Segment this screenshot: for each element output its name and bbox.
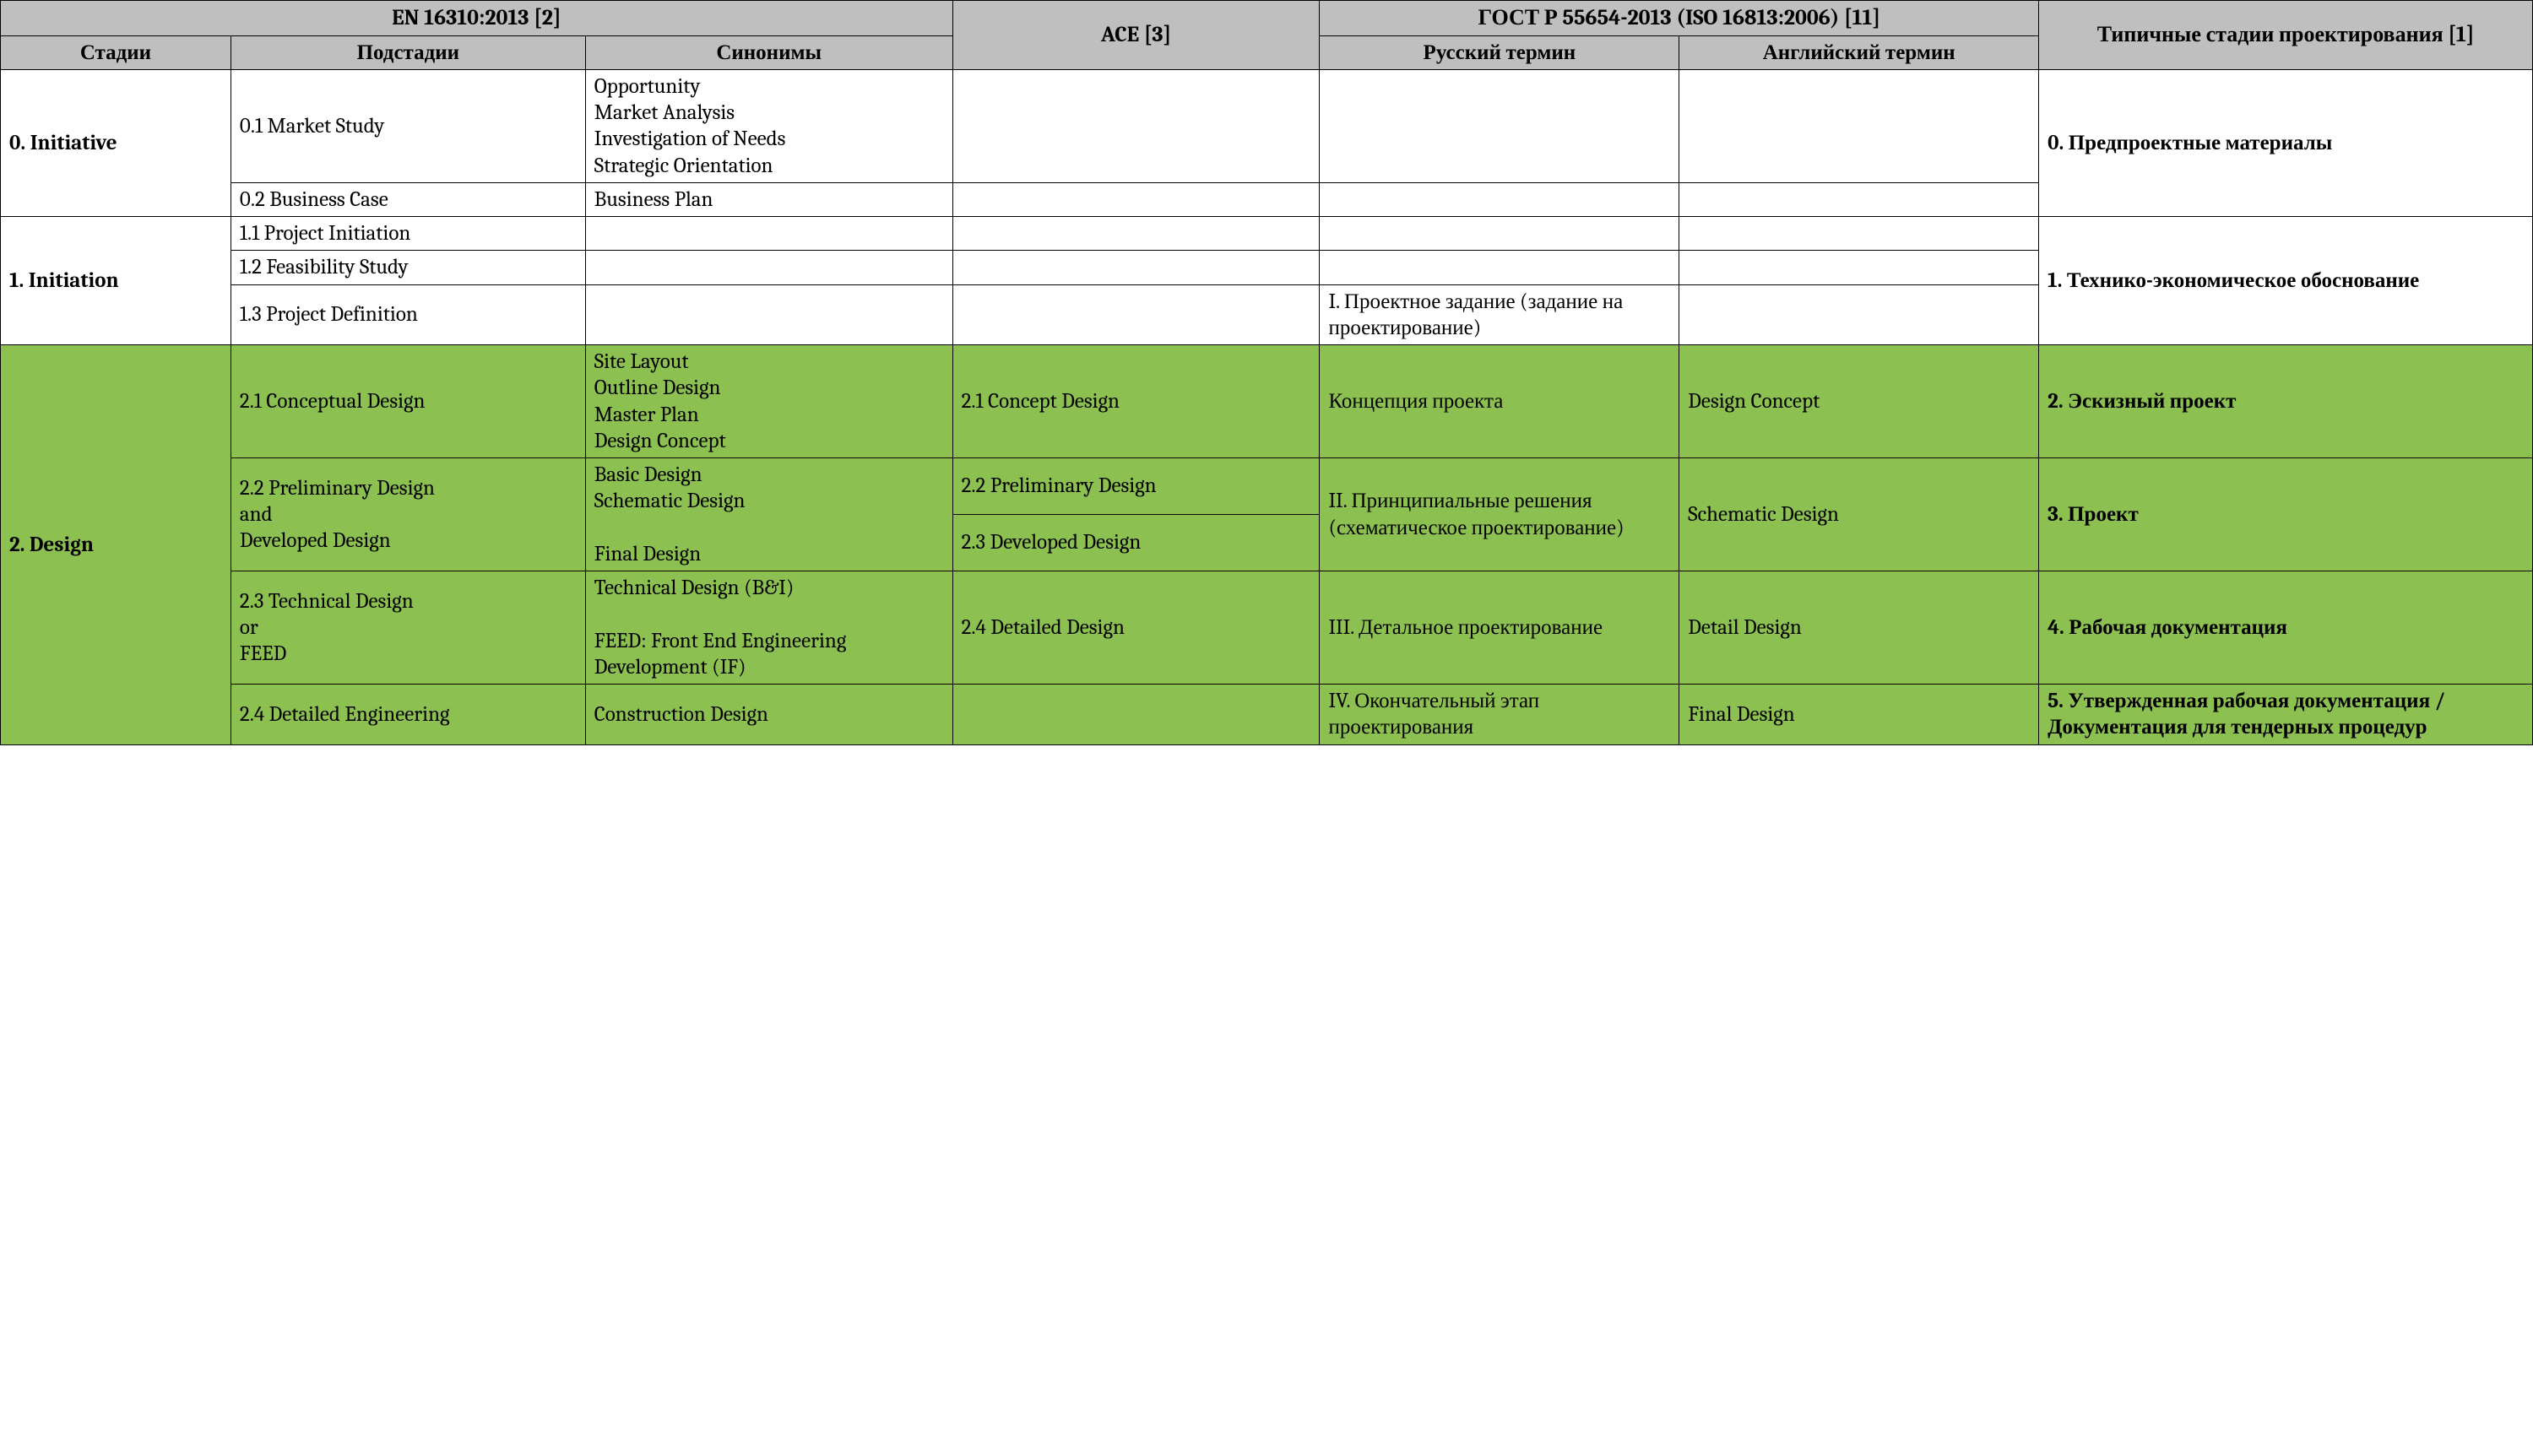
table-row: 0. Initiative 0.1 Market Study Opportuni… [1,69,2533,182]
ru-1-3: I. Проектное задание (задание на проекти… [1320,284,1679,345]
en-2-3: Detail Design [1679,571,2039,685]
stages-comparison-table: EN 16310:2013 [2] ACE [3] ГОСТ Р 55654-2… [0,0,2533,745]
stage-1: 1. Initiation [1,217,231,345]
substage-0-2: 0.2 Business Case [231,182,585,216]
header-substages: Подстадии [231,35,585,69]
typ-2a: 2. Эскизный проект [2039,345,2533,458]
synonyms-1-1 [585,217,952,251]
ru-1-1 [1320,217,1679,251]
synonyms-2-3: Technical Design (B&I) FEED: Front End E… [585,571,952,685]
en-2-2: Schematic Design [1679,458,2039,571]
ace-1-3 [952,284,1320,345]
substage-2-3: 2.3 Technical Design or FEED [231,571,585,685]
ace-2-1: 2.1 Concept Design [952,345,1320,458]
en-2-1: Design Concept [1679,345,2039,458]
synonyms-1-3 [585,284,952,345]
table-row: 2.3 Technical Design or FEED Technical D… [1,571,2533,685]
en-0-1 [1679,69,2039,182]
typ-2c: 4. Рабочая документация [2039,571,2533,685]
substage-0-1: 0.1 Market Study [231,69,585,182]
header-ru-term: Русский термин [1320,35,1679,69]
synonyms-2-1: Site Layout Outline Design Master Plan D… [585,345,952,458]
en-2-4: Final Design [1679,685,2039,745]
en-1-2 [1679,251,2039,284]
synonyms-2-4: Construction Design [585,685,952,745]
typ-0: 0. Предпроектные материалы [2039,69,2533,216]
table-row: 2.2 Preliminary Design and Developed Des… [1,458,2533,515]
stage-0: 0. Initiative [1,69,231,216]
header-typical: Типичные стадии проектирования [1] [2039,1,2533,70]
stage-2: 2. Design [1,345,231,745]
synonyms-0-1: Opportunity Market Analysis Investigatio… [585,69,952,182]
header-stages: Стадии [1,35,231,69]
synonyms-1-2 [585,251,952,284]
ru-0-1 [1320,69,1679,182]
synonyms-0-2: Business Plan [585,182,952,216]
header-row-top: EN 16310:2013 [2] ACE [3] ГОСТ Р 55654-2… [1,1,2533,36]
ace-2-2b: 2.3 Developed Design [952,515,1320,571]
header-en-term: Английский термин [1679,35,2039,69]
header-ace: ACE [3] [952,1,1320,70]
typ-2d: 5. Утвержденная рабочая документация / Д… [2039,685,2533,745]
en-0-2 [1679,182,2039,216]
substage-2-1: 2.1 Conceptual Design [231,345,585,458]
table-row: 1. Initiation 1.1 Project Initiation 1. … [1,217,2533,251]
ace-1-1 [952,217,1320,251]
header-synonyms: Синонимы [585,35,952,69]
substage-1-1: 1.1 Project Initiation [231,217,585,251]
en-1-1 [1679,217,2039,251]
substage-1-2: 1.2 Feasibility Study [231,251,585,284]
table-row: 2. Design 2.1 Conceptual Design Site Lay… [1,345,2533,458]
ace-0-2 [952,182,1320,216]
ace-2-2a: 2.2 Preliminary Design [952,458,1320,515]
header-en: EN 16310:2013 [2] [1,1,953,36]
ru-0-2 [1320,182,1679,216]
ace-2-3: 2.4 Detailed Design [952,571,1320,685]
ru-2-4: IV. Окончательный этап проектирования [1320,685,1679,745]
ace-0-1 [952,69,1320,182]
ru-2-2: II. Принципиальные решения (схематическо… [1320,458,1679,571]
substage-2-4: 2.4 Detailed Engineering [231,685,585,745]
typ-1: 1. Технико-экономическое обоснование [2039,217,2533,345]
header-gost: ГОСТ Р 55654-2013 (ISO 16813:2006) [11] [1320,1,2039,36]
substage-1-3: 1.3 Project Definition [231,284,585,345]
ace-1-2 [952,251,1320,284]
ru-2-3: III. Детальное проектирование [1320,571,1679,685]
substage-2-2: 2.2 Preliminary Design and Developed Des… [231,458,585,571]
typ-2b: 3. Проект [2039,458,2533,571]
ace-2-4 [952,685,1320,745]
ru-2-1: Концепция проекта [1320,345,1679,458]
en-1-3 [1679,284,2039,345]
synonyms-2-2: Basic Design Schematic Design Final Desi… [585,458,952,571]
ru-1-2 [1320,251,1679,284]
table-row: 2.4 Detailed Engineering Construction De… [1,685,2533,745]
